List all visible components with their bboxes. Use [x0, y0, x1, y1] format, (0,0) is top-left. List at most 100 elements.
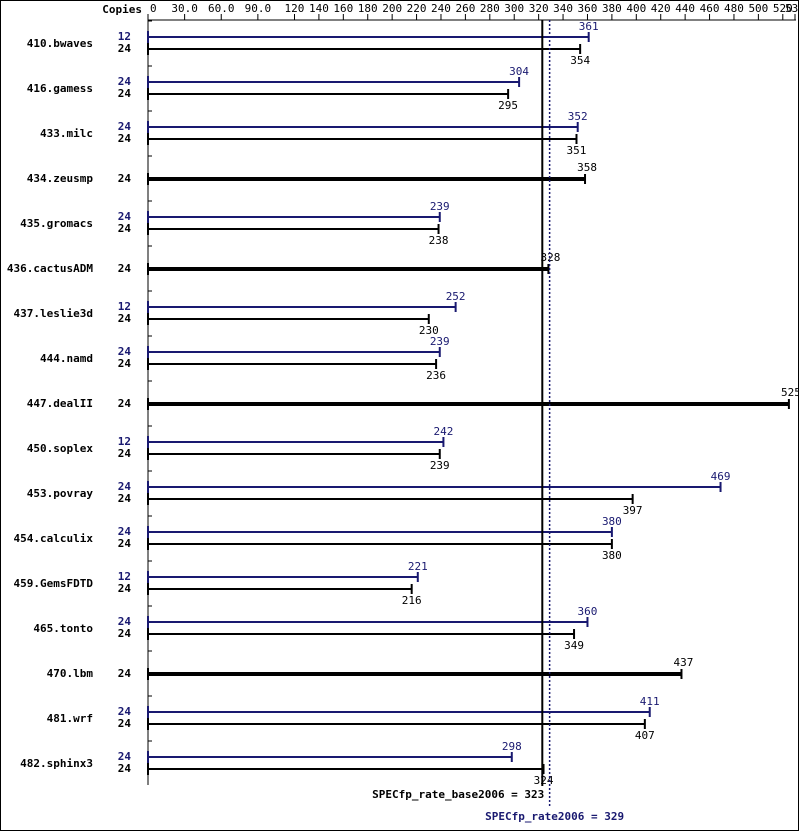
copies-label: 24	[118, 120, 132, 133]
value-label: 236	[426, 369, 446, 382]
value-label: 239	[430, 200, 450, 213]
copies-label: 12	[118, 300, 131, 313]
value-label: 349	[564, 639, 584, 652]
benchmark-label: 435.gromacs	[20, 217, 93, 230]
x-tick-label: 440	[675, 2, 695, 15]
benchmark-label: 410.bwaves	[27, 37, 93, 50]
copies-label: 24	[118, 397, 132, 410]
x-tick-label: 380	[602, 2, 622, 15]
value-label: 239	[430, 335, 450, 348]
x-tick-label: 530	[785, 2, 799, 15]
value-label: 407	[635, 729, 655, 742]
benchmark-label: 482.sphinx3	[20, 757, 93, 770]
copies-label: 24	[118, 42, 132, 55]
value-label: 238	[429, 234, 449, 247]
copies-label: 24	[118, 480, 132, 493]
benchmark-label: 459.GemsFDTD	[14, 577, 94, 590]
benchmark-label: 434.zeusmp	[27, 172, 94, 185]
x-tick-label: 480	[724, 2, 744, 15]
x-tick-label: 300	[504, 2, 524, 15]
copies-label: 12	[118, 570, 131, 583]
x-tick-label: 360	[578, 2, 598, 15]
value-label: 221	[408, 560, 428, 573]
copies-label: 24	[118, 75, 132, 88]
benchmark-label: 450.soplex	[27, 442, 94, 455]
x-tick-label: 30.0	[171, 2, 198, 15]
benchmark-label: 470.lbm	[47, 667, 94, 680]
value-label: 324	[534, 774, 554, 787]
x-tick-label: 200	[382, 2, 402, 15]
value-label: 298	[502, 740, 522, 753]
copies-label: 24	[118, 262, 132, 275]
copies-label: 24	[118, 525, 132, 538]
copies-label: 24	[118, 667, 132, 680]
value-label: 328	[540, 251, 560, 264]
x-tick-label: 160	[333, 2, 353, 15]
x-tick-label: 90.0	[245, 2, 272, 15]
benchmark-label: 437.leslie3d	[14, 307, 93, 320]
value-label: 360	[578, 605, 598, 618]
copies-label: 24	[118, 210, 132, 223]
benchmark-label: 454.calculix	[14, 532, 94, 545]
value-label: 525	[781, 386, 799, 399]
benchmark-label: 447.dealII	[27, 397, 93, 410]
copies-label: 24	[118, 222, 132, 235]
x-tick-label: 180	[358, 2, 378, 15]
copies-label: 24	[118, 717, 132, 730]
value-label: 239	[430, 459, 450, 472]
x-tick-label: 220	[407, 2, 427, 15]
value-label: 361	[579, 20, 599, 33]
copies-label: 24	[118, 447, 132, 460]
copies-label: 24	[118, 750, 132, 763]
copies-label: 24	[118, 582, 132, 595]
reference-label: SPECfp_rate2006 = 329	[485, 810, 624, 823]
value-label: 352	[568, 110, 588, 123]
benchmark-label: 453.povray	[27, 487, 94, 500]
copies-label: 24	[118, 87, 132, 100]
benchmark-label: 465.tonto	[33, 622, 93, 635]
benchmark-label: 481.wrf	[47, 712, 93, 725]
value-label: 304	[509, 65, 529, 78]
copies-label: 12	[118, 30, 131, 43]
value-label: 242	[433, 425, 453, 438]
value-label: 437	[674, 656, 694, 669]
copies-label: 24	[118, 345, 132, 358]
value-label: 380	[602, 515, 622, 528]
value-label: 397	[623, 504, 643, 517]
value-label: 380	[602, 549, 622, 562]
value-label: 354	[570, 54, 590, 67]
value-label: 295	[498, 99, 518, 112]
copies-label: 24	[118, 132, 132, 145]
x-tick-label: 140	[309, 2, 329, 15]
x-tick-label: 420	[651, 2, 671, 15]
value-label: 216	[402, 594, 422, 607]
value-label: 351	[567, 144, 587, 157]
x-tick-label: 500	[748, 2, 768, 15]
copies-label: 24	[118, 357, 132, 370]
copies-label: 12	[118, 435, 131, 448]
benchmark-label: 433.milc	[40, 127, 93, 140]
x-tick-label: 280	[480, 2, 500, 15]
benchmark-label: 416.gamess	[27, 82, 93, 95]
copies-label: 24	[118, 312, 132, 325]
x-tick-label: 240	[431, 2, 451, 15]
x-tick-label: 0	[150, 2, 157, 15]
copies-label: 24	[118, 705, 132, 718]
x-tick-label: 60.0	[208, 2, 235, 15]
x-tick-label: 460	[700, 2, 720, 15]
value-label: 358	[577, 161, 597, 174]
copies-label: 24	[118, 762, 132, 775]
copies-label: 24	[118, 492, 132, 505]
value-label: 469	[711, 470, 731, 483]
reference-label: SPECfp_rate_base2006 = 323	[372, 788, 544, 801]
copies-header: Copies	[102, 3, 142, 16]
copies-label: 24	[118, 537, 132, 550]
value-label: 411	[640, 695, 660, 708]
benchmark-label: 444.namd	[40, 352, 93, 365]
benchmark-label: 436.cactusADM	[7, 262, 93, 275]
x-tick-label: 400	[626, 2, 646, 15]
x-tick-label: 260	[455, 2, 475, 15]
x-tick-label: 120	[285, 2, 305, 15]
